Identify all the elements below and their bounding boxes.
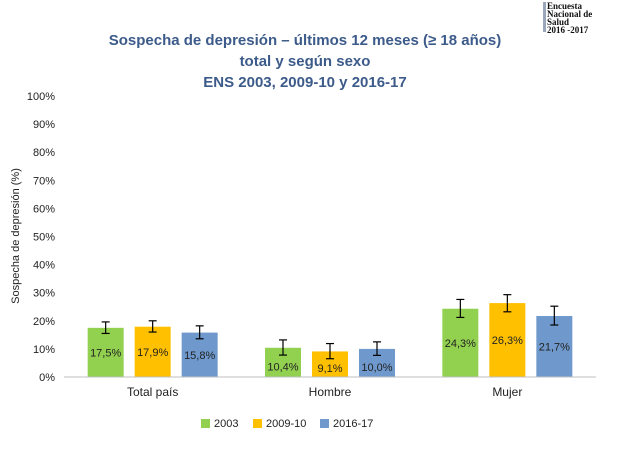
y-tick-label: 10% bbox=[33, 344, 55, 356]
bar-2009-10-0 bbox=[134, 326, 171, 377]
y-tick-label: 50% bbox=[33, 232, 55, 244]
y-axis-label: Sospecha de depresión (%) bbox=[10, 168, 22, 304]
y-tick-label: 100% bbox=[27, 91, 55, 103]
logo-line-3: Salud bbox=[547, 17, 570, 27]
logo-bar bbox=[543, 2, 546, 32]
y-tick-label: 0% bbox=[39, 372, 55, 384]
bars-group: 17,5% 17,9% 15,8% 10,4% 9,1% 10,0% 24,3% 26,3% 2… bbox=[87, 294, 573, 377]
y-tick-label: 80% bbox=[33, 147, 55, 159]
y-axis: 0% 10% 20% 30% 40% 50% 60% 70% 80% 90% 100% bbox=[27, 91, 55, 384]
logo-line-4: 2016 -2017 bbox=[547, 25, 589, 35]
bar-2016-17-0 bbox=[181, 332, 218, 377]
legend-label-2009-10: 2009-10 bbox=[266, 418, 306, 430]
data-label: 15,8% bbox=[184, 350, 215, 362]
legend-swatch-2016-17 bbox=[320, 419, 329, 428]
data-label: 26,3% bbox=[492, 335, 523, 347]
bar-2009-10-2 bbox=[489, 303, 526, 377]
bar-2003-2 bbox=[442, 308, 479, 377]
legend-swatch-2003 bbox=[201, 419, 210, 428]
logo-line-2: Nacional de bbox=[547, 9, 593, 19]
bar-2016-17-2 bbox=[536, 316, 573, 377]
legend-label-2003: 2003 bbox=[214, 418, 238, 430]
x-axis: Total país Hombre Mujer bbox=[64, 376, 596, 399]
data-label: 21,7% bbox=[539, 342, 570, 354]
y-tick-label: 90% bbox=[33, 119, 55, 131]
data-label: 24,3% bbox=[445, 338, 476, 350]
data-label: 10,4% bbox=[267, 361, 298, 373]
y-tick-label: 60% bbox=[33, 203, 55, 215]
y-tick-label: 30% bbox=[33, 288, 55, 300]
legend: 2003 2009-10 2016-17 bbox=[201, 418, 373, 430]
ens-logo: Encuesta Nacional de Salud 2016 -2017 bbox=[543, 1, 593, 35]
legend-label-2016-17: 2016-17 bbox=[333, 418, 373, 430]
data-label: 17,9% bbox=[137, 347, 168, 359]
data-label: 9,1% bbox=[317, 363, 342, 375]
data-label: 10,0% bbox=[361, 362, 392, 374]
data-label: 17,5% bbox=[90, 347, 121, 359]
bar-2003-0 bbox=[87, 327, 124, 377]
chart-title-line-1: Sospecha de depresión – últimos 12 meses… bbox=[108, 32, 502, 49]
logo-line-1: Encuesta bbox=[547, 1, 583, 11]
y-tick-label: 70% bbox=[33, 175, 55, 187]
chart-title: Sospecha de depresión – últimos 12 meses… bbox=[70, 30, 540, 93]
y-tick-label: 20% bbox=[33, 316, 55, 328]
y-tick-label: 40% bbox=[33, 260, 55, 272]
legend-swatch-2009-10 bbox=[253, 419, 262, 428]
x-category-label: Hombre bbox=[309, 385, 352, 399]
chart-title-line-3: ENS 2003, 2009-10 y 2016-17 bbox=[203, 74, 407, 91]
x-category-label: Mujer bbox=[492, 385, 522, 399]
x-category-label: Total país bbox=[127, 385, 178, 399]
chart-title-line-2: total y según sexo bbox=[239, 53, 371, 70]
